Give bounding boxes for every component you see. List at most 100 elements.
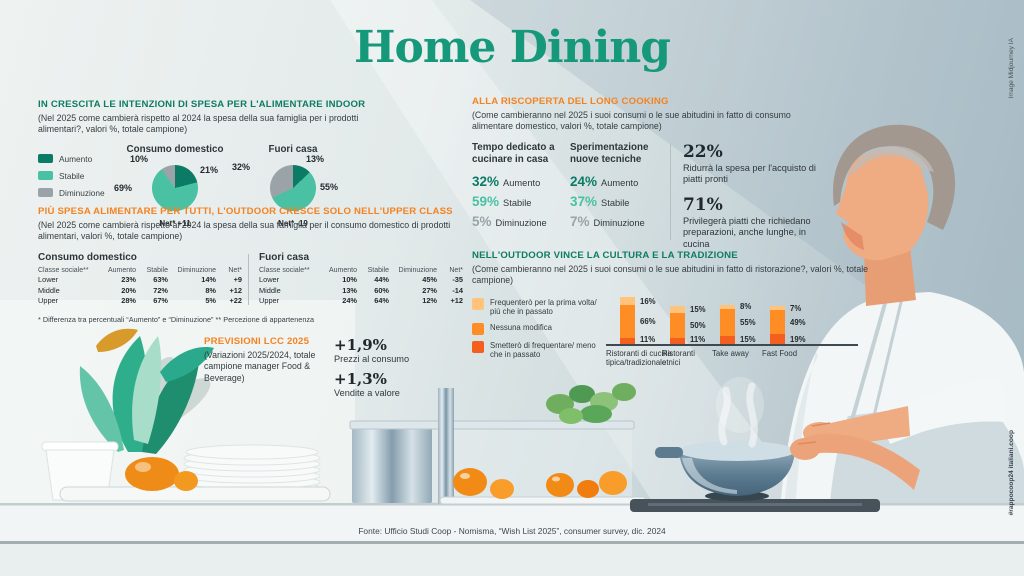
legend-label: Stabile: [59, 170, 85, 181]
hashtag-credit: #rappocoop24 italiani.coop: [1008, 430, 1015, 516]
highlight: 22% Ridurrà la spesa per l'acquisto di pi…: [683, 142, 834, 186]
stat-group: Sperimentazione nuove tecniche 24% Aumento…: [570, 142, 668, 260]
highlight-value: 22%: [682, 141, 723, 162]
section-upper-class-title: PIÙ SPESA ALIMENTARE PER TUTTI, L'OUTDOO…: [38, 206, 453, 217]
table-cell: 12%: [422, 296, 437, 306]
tables-row: Consumo domestico Classe sociale** Aumento…: [38, 252, 478, 306]
page-title: Home Dining: [353, 22, 671, 73]
table-cell: 72%: [153, 285, 168, 295]
pie-consumo-domestico: Consumo domestico 21% 69% 10% Net* +11: [114, 144, 234, 228]
column-header: Stabile: [367, 266, 389, 274]
previsioni-stats: +1,9% Prezzi al consumo +1,3% Vendite a val…: [334, 336, 409, 404]
column-header: Net*: [449, 266, 463, 274]
table-cell: 60%: [374, 285, 389, 295]
pie-value-label: 10%: [130, 153, 149, 164]
pie-value-label: 32%: [232, 161, 251, 172]
stat-value: 32%: [472, 173, 500, 189]
stat-label: Diminuzione: [593, 217, 645, 228]
table-cell: 28%: [121, 296, 136, 306]
table-cell: +9: [233, 275, 242, 285]
legend-item: Nessuna modifica: [472, 322, 606, 335]
bar-value-label: 49%: [790, 317, 806, 327]
outdoor-body: Frequenterò per la prima volta/ più che …: [472, 294, 874, 382]
pie-net-label: Net* -19: [278, 218, 308, 228]
section-upper-class: PIÙ SPESA ALIMENTARE PER TUTTI, L'OUTDOO…: [38, 206, 478, 332]
stat-row: 5% Diminuzione: [472, 214, 570, 229]
column-header: Aumento: [107, 266, 136, 274]
legend-item: Aumento: [38, 154, 116, 164]
stat-value: 7%: [570, 213, 590, 229]
stat-row: 37% Stabile: [570, 194, 668, 209]
table-cell: 5%: [205, 296, 216, 306]
section-outdoor: NELL'OUTDOOR VINCE LA CULTURA E LA TRADI…: [472, 250, 874, 382]
section-indoor-title: IN CRESCITA LE INTENZIONI DI SPESA PER L…: [38, 99, 366, 110]
table-cell: 14%: [201, 275, 216, 285]
table-cell: -14: [452, 285, 463, 295]
category-label: Ristoranti di cucina tipica/tradizionale: [606, 348, 672, 368]
table-cell: 20%: [121, 285, 136, 295]
pie-chart: [270, 164, 316, 211]
table-cell: 10%: [342, 275, 357, 285]
stacked-bar-chart: 16% 66% 11% Ristoranti di cucina tipica/tra…: [606, 294, 868, 382]
stat-value: 37%: [570, 193, 598, 209]
table-divider: [248, 253, 249, 306]
stat-row: 32% Aumento: [472, 174, 570, 189]
bar-segment: [670, 305, 685, 314]
bar-segment: [770, 306, 785, 310]
divider: [670, 143, 671, 240]
stat-value: 24%: [570, 173, 598, 189]
bar-segment: [720, 336, 735, 344]
bar-segment: [770, 334, 785, 344]
counter: [0, 503, 1024, 576]
highlight-text: Ridurrà la spesa per l'acquisto di piatt…: [682, 162, 816, 185]
stat-label: Stabile: [503, 197, 532, 208]
legend-label: Smetterò di frequentare/ meno che in pas…: [490, 340, 596, 359]
section-outdoor-subtitle: (Come cambieranno nel 2025 i suoi consum…: [472, 264, 869, 286]
table-cell: 8%: [205, 285, 216, 295]
forecast-stat: +1,3% Vendite a valore: [334, 370, 409, 398]
stat-label: Stabile: [601, 197, 630, 208]
row-label: Lower: [259, 275, 280, 285]
legend-swatch: [472, 322, 484, 335]
row-label: Upper: [38, 296, 59, 306]
table-cell: 27%: [422, 285, 437, 295]
bar-legend: Frequenterò per la prima volta/ più che …: [472, 294, 606, 382]
legend-label: Diminuzione: [59, 187, 105, 198]
herbs: [546, 383, 636, 424]
legend-swatch: [38, 154, 53, 164]
table-cell: 44%: [374, 275, 389, 285]
pie-wrap: 21% 69% 10%: [114, 153, 234, 216]
legend-label: Nessuna modifica: [490, 322, 552, 332]
pie-wrap: 13% 55% 32%: [232, 154, 352, 216]
pie-fuori-casa: Fuori casa 13% 55% 32% Net* -19: [232, 144, 352, 228]
pie-net-label: Net* +11: [159, 218, 191, 228]
stat-label: Aumento: [503, 177, 541, 188]
table-cell: +12: [450, 296, 463, 306]
bar-segment: [670, 313, 685, 339]
category-label: Take away: [712, 348, 749, 358]
column-header: Classe sociale**: [259, 266, 310, 274]
section-previsioni: PREVISIONI LCC 2025 (Variazioni 2025/202…: [204, 336, 474, 404]
table-cell: 24%: [342, 296, 357, 306]
previsioni-left: PREVISIONI LCC 2025 (Variazioni 2025/202…: [204, 336, 334, 404]
lc-groups: Tempo dedicato a cucinare in casa 32% Aume…: [472, 142, 668, 260]
legend-swatch: [472, 340, 484, 353]
table-cell: 23%: [121, 275, 136, 285]
row-label: Middle: [259, 285, 281, 295]
plant-leaves: [79, 328, 214, 454]
bar-value-label: 15%: [690, 305, 706, 315]
bar: [720, 304, 735, 344]
forecast-value: +1,3%: [334, 370, 387, 388]
stat-group: Tempo dedicato a cucinare in casa 32% Aume…: [472, 142, 570, 260]
row-label: Lower: [38, 275, 59, 285]
stat-row: 24% Aumento: [570, 174, 668, 189]
column-header: Diminuzione: [398, 266, 437, 274]
bar-segment: [670, 338, 685, 344]
legend-label: Frequenterò per la prima volta/ più che …: [490, 297, 597, 317]
legend-swatch: [38, 171, 53, 181]
long-cooking-body: Tempo dedicato a cucinare in casa 32% Aume…: [472, 142, 834, 260]
steam: [718, 382, 758, 448]
pie-chart: [152, 164, 198, 211]
